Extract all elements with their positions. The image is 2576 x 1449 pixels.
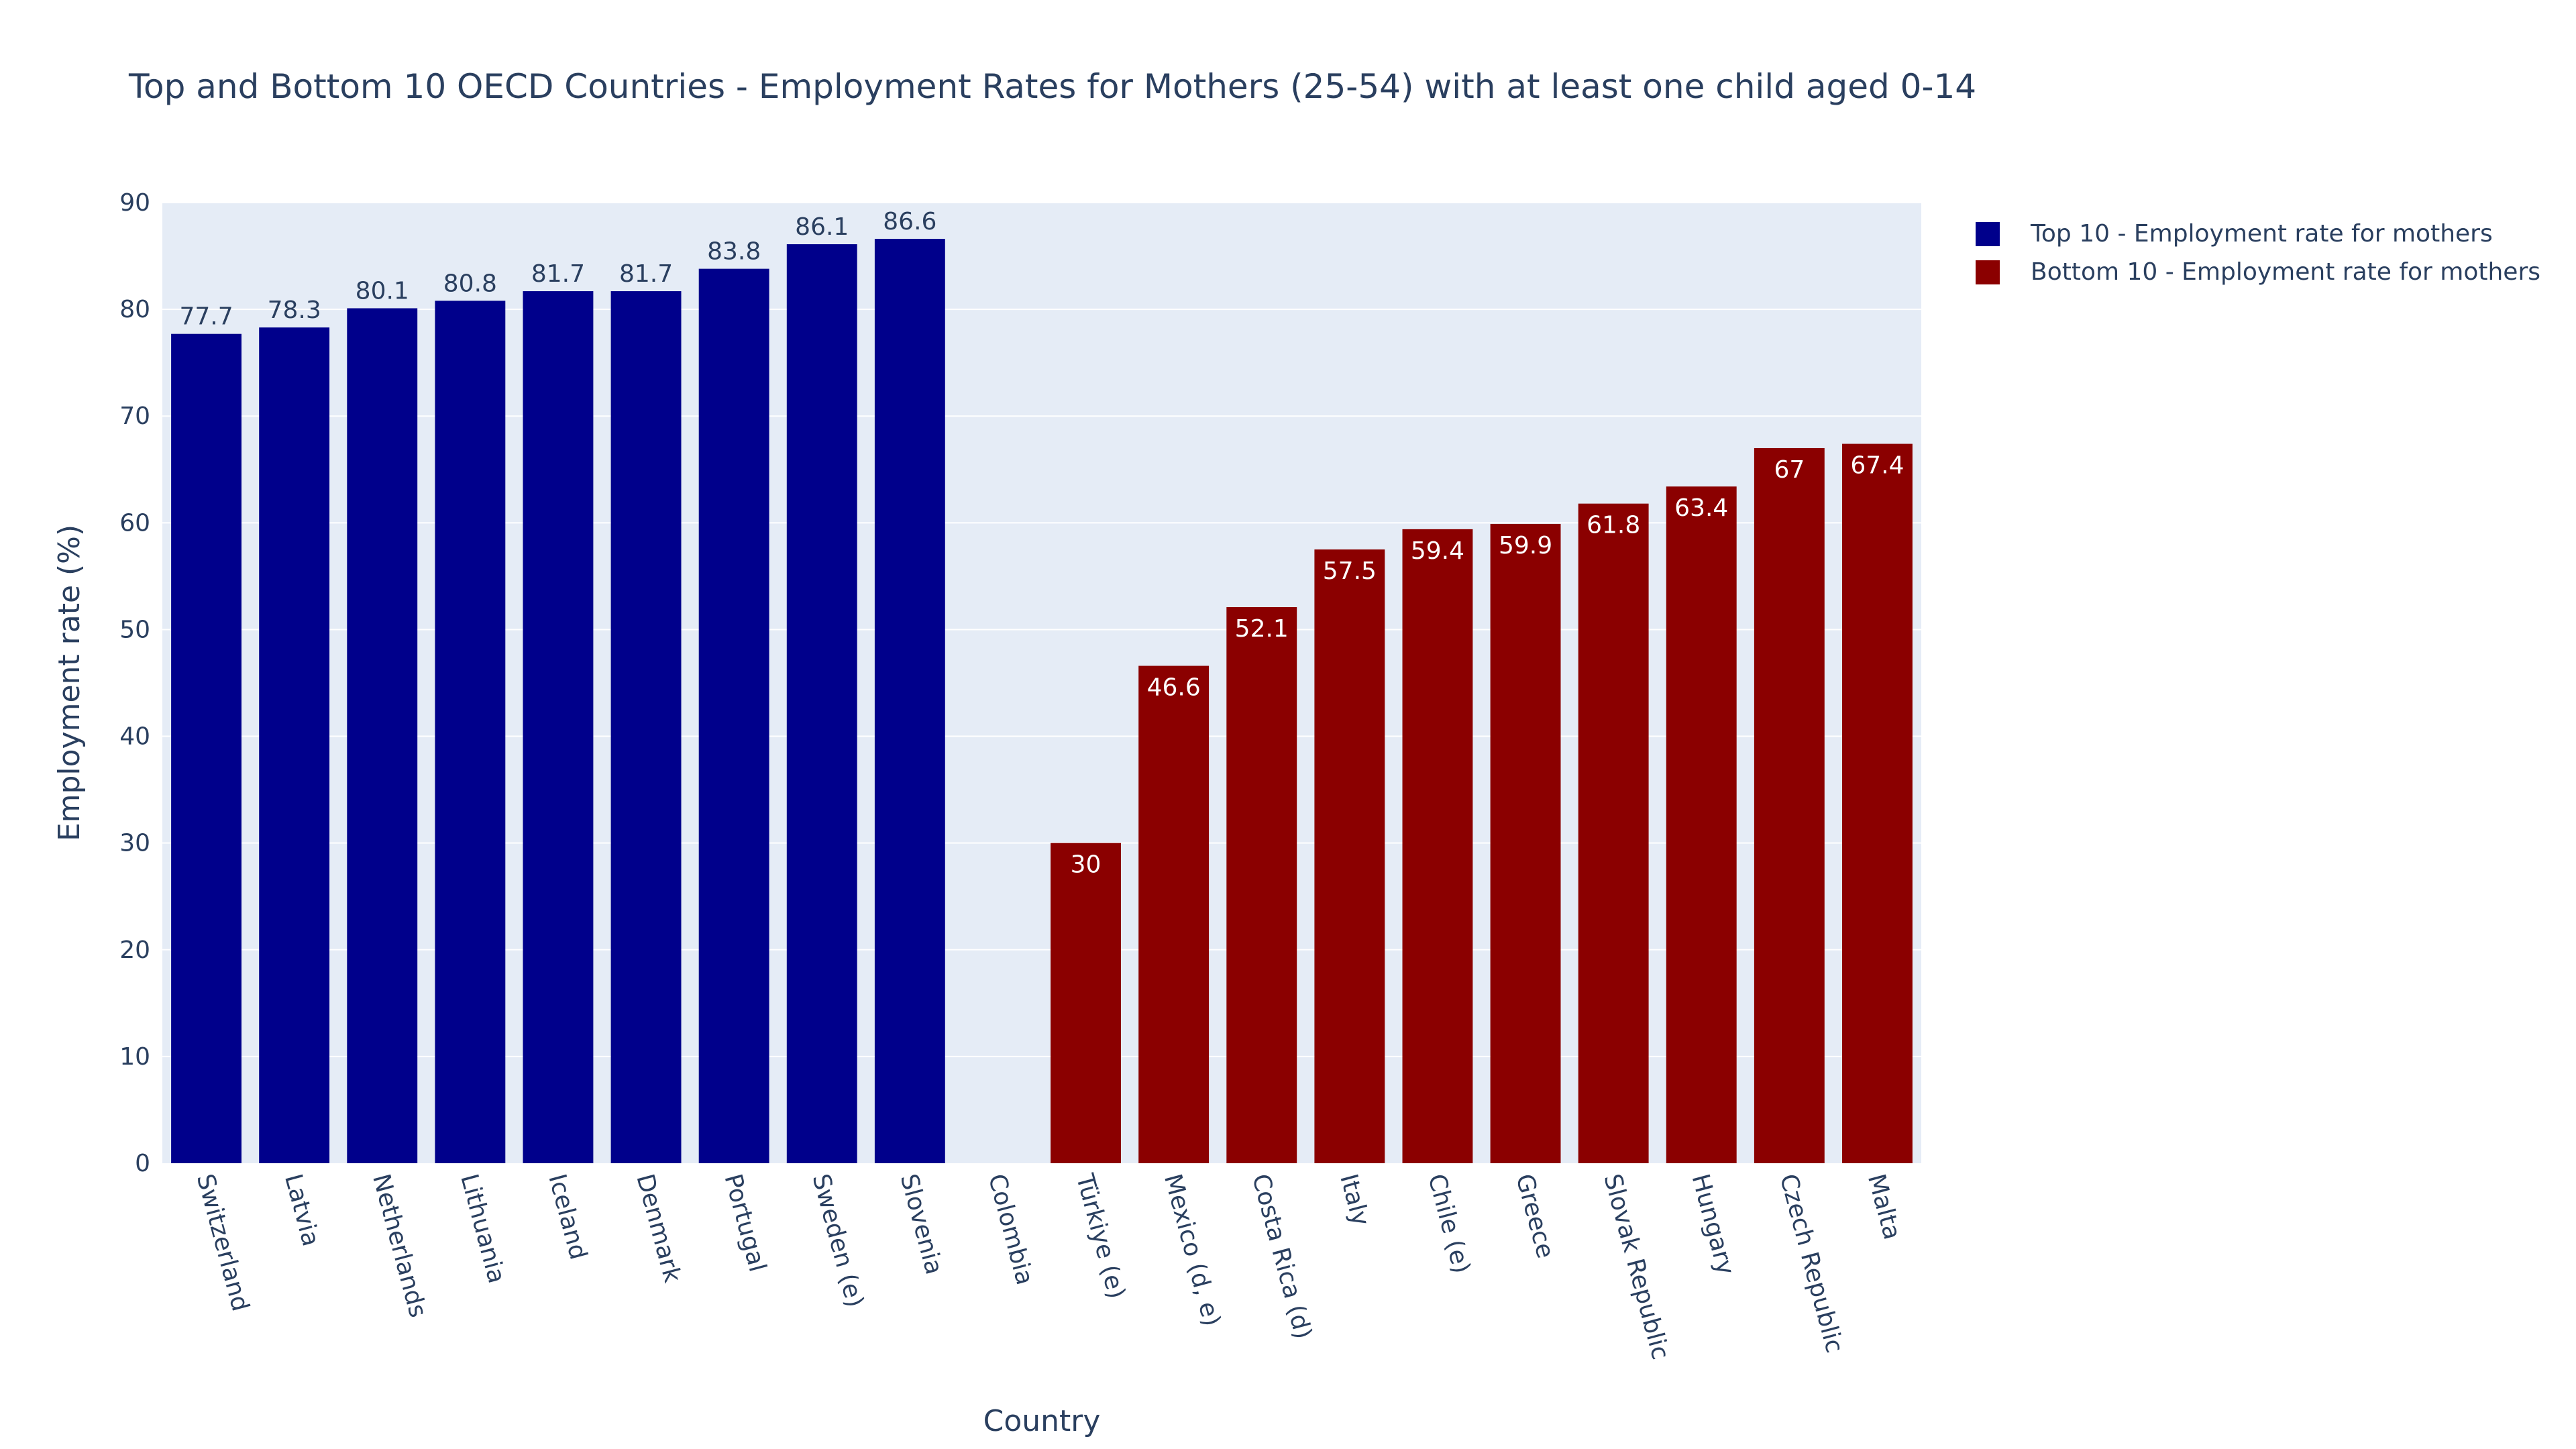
plot-background bbox=[162, 203, 1921, 1163]
data-label: 80.1 bbox=[356, 278, 409, 305]
bar-latvia[interactable] bbox=[259, 327, 330, 1163]
data-label: 81.7 bbox=[619, 260, 673, 288]
x-tick-label: Mexico (d, e) bbox=[1159, 1171, 1226, 1330]
x-tick-label: Slovenia bbox=[895, 1171, 948, 1278]
y-tick-label: 30 bbox=[119, 830, 150, 857]
legend: Top 10 - Employment rate for mothers Bot… bbox=[1976, 215, 2540, 291]
data-label: 78.3 bbox=[268, 297, 321, 324]
bar-costa-rica-d-[interactable] bbox=[1226, 607, 1297, 1163]
bar-portugal[interactable] bbox=[698, 268, 769, 1163]
x-tick-label: Latvia bbox=[279, 1171, 325, 1249]
x-axis-ticks: Switzerland Latvia Netherlands Lithuania Ice… bbox=[191, 1171, 1906, 1362]
y-axis-title: Employment rate (%) bbox=[52, 525, 87, 841]
bar-greece[interactable] bbox=[1490, 523, 1561, 1163]
bar-malta[interactable] bbox=[1842, 443, 1913, 1164]
y-tick-label: 0 bbox=[135, 1150, 150, 1177]
bar-chile-e-[interactable] bbox=[1402, 529, 1473, 1163]
legend-item-top10[interactable]: Top 10 - Employment rate for mothers bbox=[1976, 215, 2540, 253]
x-tick-label: Portugal bbox=[718, 1171, 771, 1275]
bar-denmark[interactable] bbox=[610, 291, 682, 1163]
legend-item-bottom10[interactable]: Bottom 10 - Employment rate for mothers bbox=[1976, 253, 2540, 291]
data-label: 63.4 bbox=[1674, 494, 1728, 522]
legend-label-top10: Top 10 - Employment rate for mothers bbox=[2031, 220, 2493, 248]
x-tick-label: Greece bbox=[1510, 1171, 1559, 1261]
data-label: 30 bbox=[1071, 851, 1102, 879]
x-tick-label: Italy bbox=[1334, 1171, 1375, 1229]
data-label: 86.6 bbox=[883, 208, 936, 235]
x-tick-label: Slovak Republic bbox=[1598, 1171, 1674, 1362]
bar-italy[interactable] bbox=[1314, 549, 1385, 1163]
data-label: 81.7 bbox=[531, 260, 585, 288]
x-tick-label: Colombia bbox=[983, 1171, 1038, 1288]
data-label: 46.6 bbox=[1147, 674, 1201, 702]
x-tick-label: Costa Rica (d) bbox=[1246, 1171, 1317, 1342]
legend-swatch-bottom10 bbox=[1976, 260, 2000, 284]
x-axis-title: Country bbox=[983, 1404, 1101, 1438]
y-axis-ticks: 0 10 20 30 40 50 60 70 80 90 bbox=[119, 189, 150, 1177]
data-label: 52.1 bbox=[1235, 615, 1289, 643]
data-label: 67 bbox=[1774, 456, 1805, 484]
data-label: 59.9 bbox=[1499, 532, 1552, 559]
data-label: 59.4 bbox=[1411, 537, 1464, 565]
bar-t-rkiye-e-[interactable] bbox=[1051, 843, 1121, 1163]
bar-switzerland[interactable] bbox=[171, 333, 241, 1163]
bars bbox=[171, 239, 1913, 1164]
y-tick-label: 90 bbox=[119, 189, 150, 217]
data-label: 67.4 bbox=[1850, 452, 1904, 480]
data-label: 86.1 bbox=[795, 213, 849, 241]
legend-swatch-top10 bbox=[1976, 221, 2000, 246]
y-tick-label: 70 bbox=[119, 402, 150, 430]
bar-czech-republic[interactable] bbox=[1754, 447, 1825, 1163]
x-tick-label: Iceland bbox=[543, 1171, 592, 1263]
data-label: 80.8 bbox=[443, 270, 497, 297]
x-tick-label: Sweden (e) bbox=[807, 1171, 869, 1311]
y-tick-label: 50 bbox=[119, 616, 150, 643]
x-tick-label: Hungary bbox=[1686, 1171, 1739, 1278]
y-tick-label: 10 bbox=[119, 1043, 150, 1071]
y-tick-label: 80 bbox=[119, 296, 150, 323]
x-tick-label: Türkiye (e) bbox=[1071, 1171, 1130, 1302]
data-label: 57.5 bbox=[1323, 557, 1377, 585]
bar-sweden-e-[interactable] bbox=[786, 244, 857, 1163]
bar-slovak-republic[interactable] bbox=[1578, 503, 1649, 1163]
bar-netherlands[interactable] bbox=[347, 308, 418, 1163]
bar-labels: 77.7 78.3 80.1 80.8 81.7 81.7 83.8 86.1 86.6 30 46… bbox=[179, 208, 1904, 879]
data-label: 61.8 bbox=[1587, 512, 1640, 539]
x-tick-label: Chile (e) bbox=[1422, 1171, 1475, 1277]
data-label: 83.8 bbox=[707, 238, 761, 266]
bar-hungary[interactable] bbox=[1666, 486, 1737, 1163]
x-tick-label: Czech Republic bbox=[1774, 1171, 1849, 1356]
y-tick-label: 20 bbox=[119, 936, 150, 964]
y-tick-label: 40 bbox=[119, 723, 150, 751]
y-tick-label: 60 bbox=[119, 509, 150, 537]
data-label: 77.7 bbox=[179, 303, 233, 331]
bar-iceland[interactable] bbox=[523, 291, 594, 1163]
bar-mexico-d-e-[interactable] bbox=[1138, 665, 1210, 1163]
legend-label-bottom10: Bottom 10 - Employment rate for mothers bbox=[2031, 258, 2541, 286]
x-tick-label: Malta bbox=[1862, 1171, 1906, 1243]
chart-title: Top and Bottom 10 OECD Countries - Emplo… bbox=[129, 67, 1977, 106]
x-tick-label: Denmark bbox=[631, 1171, 686, 1286]
x-tick-label: Lithuania bbox=[455, 1171, 511, 1287]
x-tick-label: Netherlands bbox=[367, 1171, 431, 1321]
x-tick-label: Switzerland bbox=[191, 1171, 254, 1314]
bar-lithuania[interactable] bbox=[435, 301, 506, 1164]
bar-slovenia[interactable] bbox=[874, 239, 945, 1163]
